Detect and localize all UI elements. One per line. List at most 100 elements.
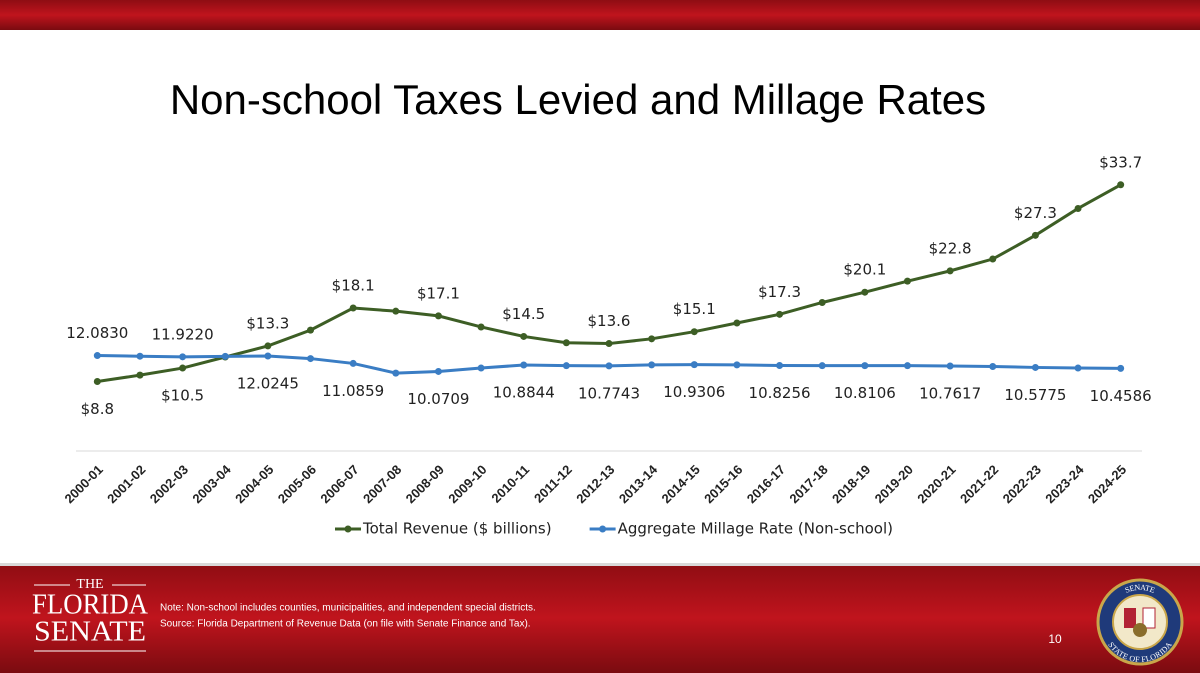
x-tick-label: 2003-04: [189, 461, 234, 506]
data-label: 10.5775: [1004, 386, 1066, 404]
point: [349, 304, 357, 312]
point: [434, 312, 442, 320]
point: [776, 310, 784, 318]
x-tick-label: 2005-06: [275, 462, 319, 506]
x-tick-label: 2011-12: [531, 462, 575, 506]
data-label: 10.9306: [663, 383, 725, 401]
data-label: $10.5: [161, 387, 204, 405]
point: [1117, 181, 1125, 189]
x-tick-label: 2002-03: [147, 462, 191, 506]
point: [307, 326, 315, 334]
x-tick-label: 2000-01: [62, 462, 106, 506]
x-tick-label: 2024-25: [1085, 462, 1129, 506]
data-label: $8.8: [81, 400, 114, 418]
x-tick-label: 2006-07: [317, 462, 361, 506]
point: [136, 352, 144, 360]
data-label: 10.7617: [919, 384, 981, 402]
data-label: 10.0709: [407, 390, 469, 408]
x-tick-label: 2020-21: [914, 462, 958, 506]
x-tick-label: 2009-10: [445, 462, 489, 506]
data-label: 10.8106: [834, 384, 896, 402]
point: [818, 298, 826, 306]
logo-florida: FLORIDA: [32, 589, 149, 620]
logo-senate: SENATE: [34, 616, 146, 647]
point: [1031, 231, 1039, 239]
point: [690, 361, 698, 369]
point: [1031, 363, 1039, 371]
series-line: [97, 183, 1122, 383]
data-label: $17.3: [758, 283, 801, 301]
point: [861, 288, 869, 296]
point: [861, 362, 869, 370]
data-label: $13.3: [246, 314, 289, 332]
data-label: $33.7: [1099, 153, 1142, 171]
data-label: $20.1: [843, 261, 886, 279]
point: [434, 367, 442, 375]
point: [733, 319, 741, 327]
point: [605, 362, 613, 370]
point: [221, 352, 229, 360]
data-label: 11.9220: [152, 325, 214, 343]
data-label: $13.6: [588, 312, 631, 330]
data-label: 10.8844: [493, 384, 555, 402]
x-tick-label: 2017-18: [786, 462, 830, 506]
data-label: 12.0830: [66, 324, 128, 342]
point: [179, 364, 187, 372]
x-tick-label: 2007-08: [360, 462, 404, 506]
point: [93, 377, 101, 385]
point: [818, 362, 826, 370]
point: [648, 361, 656, 369]
x-tick-label: 2023-24: [1042, 461, 1087, 506]
x-tick-label: 2021-22: [957, 462, 1001, 506]
x-tick-label: 2014-15: [658, 462, 702, 506]
point: [520, 332, 528, 340]
point: [776, 361, 784, 369]
data-label: 10.7743: [578, 384, 640, 402]
point: [307, 355, 315, 363]
data-label: $18.1: [332, 277, 375, 295]
point: [1074, 364, 1082, 372]
footer-note: Note: Non-school includes counties, muni…: [160, 603, 536, 614]
data-label: $14.5: [502, 305, 545, 323]
data-label: $17.1: [417, 284, 460, 302]
x-tick-label: 2015-16: [701, 462, 745, 506]
point: [392, 307, 400, 315]
x-tick-label: 2010-11: [488, 462, 532, 506]
x-tick-label: 2018-19: [829, 462, 873, 506]
point: [562, 339, 570, 347]
logo-the: THE: [76, 577, 103, 592]
data-label: 11.0859: [322, 382, 384, 400]
x-tick-label: 2012-13: [573, 462, 617, 506]
data-label: $27.3: [1014, 204, 1057, 222]
point: [648, 335, 656, 343]
header-band: [0, 0, 1200, 30]
point: [179, 353, 187, 361]
x-tick-label: 2019-20: [872, 462, 916, 506]
svg-text:SENATE: SENATE: [1124, 583, 1157, 595]
chart-title: Non-school Taxes Levied and Millage Rate…: [170, 76, 986, 123]
data-label: 10.4586: [1090, 387, 1152, 405]
point: [136, 371, 144, 379]
seal: SENATE STATE OF FLORIDA: [1096, 578, 1184, 666]
x-tick-label: 2016-17: [744, 462, 788, 506]
point: [690, 328, 698, 336]
legend-marker: [344, 525, 352, 533]
point: [903, 277, 911, 285]
point: [903, 362, 911, 370]
point: [477, 364, 485, 372]
legend-label: Total Revenue ($ billions): [362, 520, 552, 538]
point: [605, 340, 613, 348]
footer-rule: [0, 563, 1200, 566]
point: [349, 359, 357, 367]
legend-label: Aggregate Millage Rate (Non-school): [618, 520, 893, 538]
point: [562, 362, 570, 370]
point: [1117, 364, 1125, 372]
data-label: $22.8: [929, 239, 972, 257]
point: [93, 352, 101, 360]
x-tick-label: 2008-09: [403, 462, 447, 506]
point: [392, 369, 400, 377]
point: [946, 362, 954, 370]
point: [264, 352, 272, 360]
x-tick-label: 2013-14: [616, 461, 661, 506]
